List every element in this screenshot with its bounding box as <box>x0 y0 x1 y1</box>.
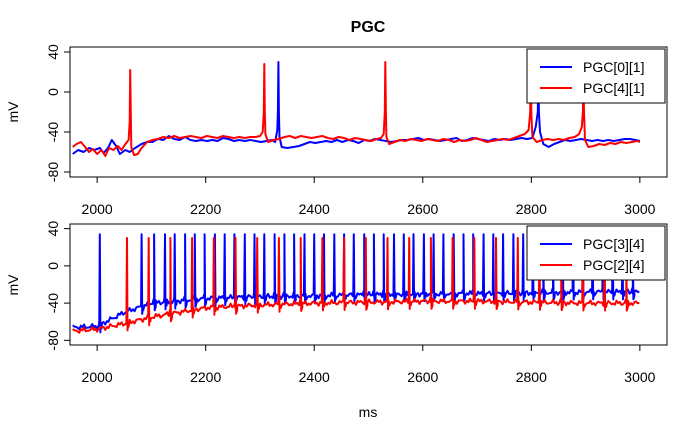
legend-top: PGC[0][1] PGC[4][1] <box>526 48 666 104</box>
x-ticks-bottom: 2000 2200 2400 2600 2800 3000 <box>82 345 656 385</box>
legend-label-top-0: PGC[0][1] <box>583 59 644 75</box>
legend-label-bottom-1: PGC[2][4] <box>583 257 644 273</box>
y-tick-label-top-3: -80 <box>45 162 61 182</box>
y-axis-label-bottom: mV <box>5 274 21 296</box>
series-line-top-1 <box>72 61 641 157</box>
x-tick-label-bottom-5: 3000 <box>624 369 655 385</box>
x-tick-label-bottom-0: 2000 <box>82 369 113 385</box>
x-ticks-top: 2000 2200 2400 2600 2800 3000 <box>82 177 656 217</box>
y-tick-label-bottom-3: -80 <box>45 330 61 350</box>
y-ticks-top: 40 0 -40 -80 <box>45 44 70 182</box>
x-tick-label-bottom-1: 2200 <box>190 369 221 385</box>
y-tick-label-bottom-1: 0 <box>45 262 61 270</box>
y-ticks-bottom: 40 0 -40 -80 <box>45 221 70 350</box>
panel-bottom: mV 40 0 -40 -80 2000 2200 2400 2600 2800 3000 PG… <box>5 221 668 385</box>
y-tick-label-top-1: 0 <box>45 88 61 96</box>
x-axis-label: ms <box>359 404 378 420</box>
x-tick-label-bottom-2: 2400 <box>299 369 330 385</box>
y-tick-label-bottom-0: 40 <box>45 221 61 237</box>
plot-frame-top <box>69 46 668 178</box>
panel-top: mV 40 0 -40 -80 2000 2200 2400 2600 2800 3000 PG… <box>5 44 668 217</box>
x-tick-label-top-3: 2600 <box>407 201 438 217</box>
legend-box-top <box>526 48 666 104</box>
series-group-bottom <box>72 233 640 334</box>
x-tick-label-bottom-3: 2600 <box>407 369 438 385</box>
x-tick-label-top-0: 2000 <box>82 201 113 217</box>
x-tick-label-top-1: 2200 <box>190 201 221 217</box>
legend-box-bottom <box>526 225 666 281</box>
x-tick-label-top-5: 3000 <box>624 201 655 217</box>
legend-label-top-1: PGC[4][1] <box>583 80 644 96</box>
y-tick-label-top-2: -40 <box>45 122 61 142</box>
y-axis-label-top: mV <box>5 101 21 123</box>
y-tick-label-bottom-2: -40 <box>45 293 61 313</box>
x-tick-label-top-4: 2800 <box>516 201 547 217</box>
chart-title: PGC <box>351 19 386 36</box>
series-line-bottom-1 <box>72 237 640 334</box>
x-tick-label-top-2: 2400 <box>299 201 330 217</box>
legend-bottom: PGC[3][4] PGC[2][4] <box>526 225 666 281</box>
series-group-top <box>72 61 641 157</box>
x-tick-label-bottom-4: 2800 <box>516 369 547 385</box>
legend-label-bottom-0: PGC[3][4] <box>583 236 644 252</box>
y-tick-label-top-0: 40 <box>45 44 61 60</box>
plot-frame-bottom <box>69 223 668 346</box>
